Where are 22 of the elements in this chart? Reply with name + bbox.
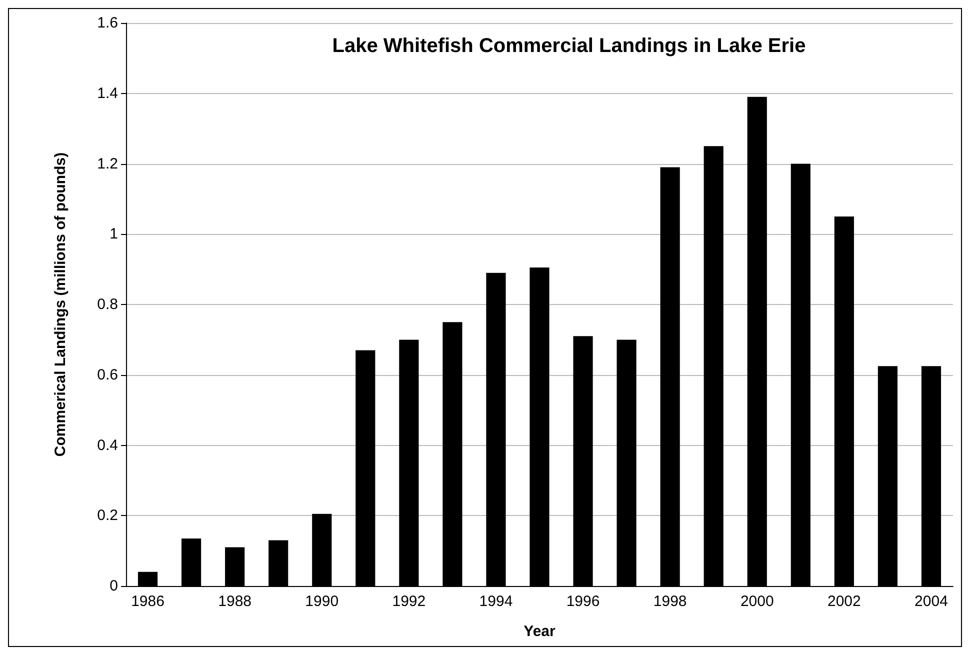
y-tick-label: 0.6 xyxy=(97,366,118,384)
x-tick-label: 1988 xyxy=(218,593,252,610)
x-tick-label: 1990 xyxy=(305,593,339,610)
y-tick-label: 0 xyxy=(110,578,118,594)
x-tick-label: 1994 xyxy=(479,593,513,610)
x-axis-title: Year xyxy=(524,623,556,640)
x-tick-label: 1998 xyxy=(653,593,687,610)
text: Lake Whitefish Commercial Landings in Lake Erie xyxy=(332,35,806,57)
y-tick-label: 0.4 xyxy=(97,436,118,454)
y-tick-label: 1.6 xyxy=(97,14,118,32)
y-tick-label: 1 xyxy=(110,226,118,243)
y-tick-label: 1.2 xyxy=(97,155,118,172)
x-tick-label: 2004 xyxy=(914,593,948,610)
x-tick-label: 2000 xyxy=(740,593,774,610)
x-tick-label: 1992 xyxy=(392,593,426,610)
y-tick-label: 1.4 xyxy=(97,84,118,102)
x-tick-label: 2002 xyxy=(827,593,861,610)
y-tick-label: 0.2 xyxy=(97,507,118,524)
x-tick-label: 1986 xyxy=(131,593,164,610)
y-tick-label: 0.8 xyxy=(97,296,118,313)
y-axis-title: Commerical Landings (millions of pounds) xyxy=(52,152,69,457)
x-tick-label: 1996 xyxy=(566,593,600,610)
